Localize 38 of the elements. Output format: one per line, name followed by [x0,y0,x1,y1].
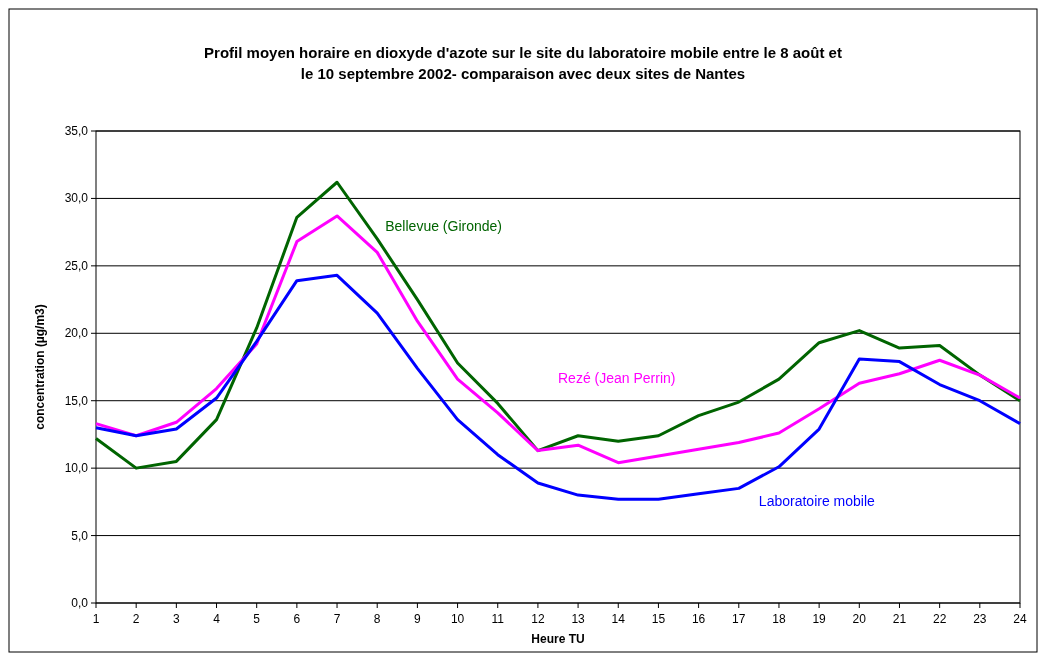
x-tick-label: 7 [333,612,341,626]
x-tick-label: 12 [531,612,545,626]
x-tick-label: 14 [611,612,626,626]
y-tick-label: 15,0 [64,393,89,408]
x-tick-label: 10 [450,612,465,626]
x-tick-label: 21 [892,612,907,626]
x-axis-title: Heure TU [531,632,585,646]
y-tick-label: 5,0 [71,528,89,543]
x-tick-label: 2 [132,612,140,626]
series-label: Laboratoire mobile [758,492,876,509]
y-tick-label: 20,0 [64,326,89,341]
x-tick-label: 9 [414,612,422,626]
x-tick-label: 5 [253,612,261,626]
y-axis-title: concentration (µg/m3) [33,304,47,430]
x-tick-label: 11 [491,612,505,626]
x-tick-label: 22 [932,612,947,626]
x-tick-label: 20 [852,612,867,626]
x-tick-label: 16 [691,612,706,626]
y-tick-label: 30,0 [64,191,89,206]
x-tick-label: 15 [651,612,666,626]
x-tick-label: 23 [973,612,987,626]
x-tick-label: 24 [1013,612,1027,626]
y-tick-label: 35,0 [64,124,89,138]
x-tick-label: 13 [571,612,586,626]
y-tick-label: 25,0 [64,258,89,273]
x-tick-label: 8 [373,612,381,626]
x-tick-label: 1 [92,612,100,626]
y-tick-label: 10,0 [64,461,89,476]
text: Rezé (Jean Perrin) [558,370,676,387]
chart-title: Profil moyen horaire en dioxyde d'azote sur le site du laboratoire mobile entre le 8 août et le 10 septembre 2002- comparaison avec deux sites de Nantes [204,44,842,82]
x-tick-label: 6 [293,612,301,626]
x-tick-label: 18 [772,612,786,626]
x-tick-label: 4 [213,612,221,626]
x-tick-label: 3 [173,612,180,626]
x-tick-label: 19 [812,612,827,626]
x-tick-label: 17 [732,612,746,626]
y-tick-label: 0,0 [71,596,89,610]
series-label: Bellevue (Gironde) [385,217,502,234]
